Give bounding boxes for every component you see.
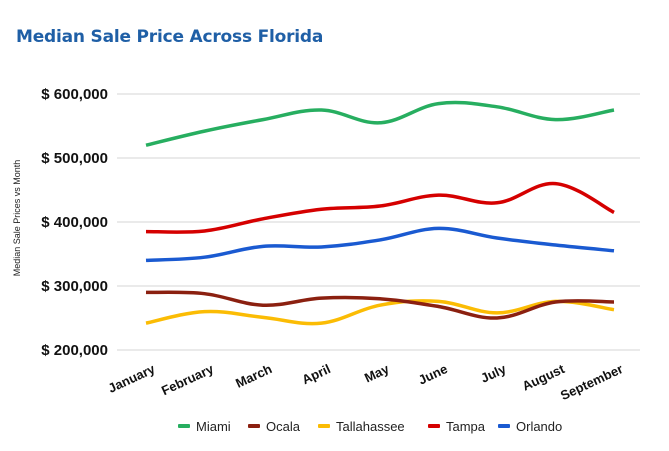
x-tick-label: February xyxy=(159,361,216,398)
y-tick-label: $ 600,000 xyxy=(41,86,108,103)
legend-swatch xyxy=(428,424,440,428)
legend-item-tampa[interactable]: Tampa xyxy=(428,419,486,434)
x-tick-label: June xyxy=(416,361,450,387)
x-axis-ticks: January February March April May June July Augu… xyxy=(106,361,626,403)
series-line-tampa xyxy=(145,181,615,234)
legend-label: Miami xyxy=(196,419,231,434)
series-line-tallahassee xyxy=(145,299,615,326)
y-tick-label: $ 500,000 xyxy=(41,150,108,167)
legend: Miami Ocala Tallahassee Tampa Orlando xyxy=(178,419,562,434)
x-tick-label: July xyxy=(478,361,509,386)
series-line-ocala xyxy=(145,290,615,320)
legend-item-orlando[interactable]: Orlando xyxy=(498,419,562,434)
legend-item-miami[interactable]: Miami xyxy=(178,419,231,434)
x-tick-label: May xyxy=(362,361,392,386)
legend-label: Orlando xyxy=(516,419,562,434)
legend-item-ocala[interactable]: Ocala xyxy=(248,419,301,434)
legend-swatch xyxy=(318,424,330,428)
series-line-miami xyxy=(145,100,615,147)
legend-label: Tallahassee xyxy=(336,419,405,434)
series-line-orlando xyxy=(145,226,615,263)
legend-swatch xyxy=(178,424,190,428)
x-tick-label: September xyxy=(558,361,625,403)
y-axis-ticks: $ 200,000 $ 300,000 $ 400,000 $ 500,000 $ 60… xyxy=(41,86,108,359)
x-tick-label: March xyxy=(233,361,274,391)
gridlines xyxy=(117,93,640,351)
legend-swatch xyxy=(248,424,260,428)
y-tick-label: $ 300,000 xyxy=(41,278,108,295)
series-lines xyxy=(145,100,615,326)
legend-swatch xyxy=(498,424,510,428)
legend-label: Tampa xyxy=(446,419,486,434)
y-tick-label: $ 200,000 xyxy=(41,342,108,359)
x-tick-label: January xyxy=(106,361,158,396)
legend-item-tallahassee[interactable]: Tallahassee xyxy=(318,419,405,434)
legend-label: Ocala xyxy=(266,419,301,434)
y-axis-label: Median Sale Prices vs Month xyxy=(12,160,22,277)
chart-title: Median Sale Price Across Florida xyxy=(16,27,324,47)
y-tick-label: $ 400,000 xyxy=(41,214,108,231)
x-tick-label: April xyxy=(300,361,333,387)
